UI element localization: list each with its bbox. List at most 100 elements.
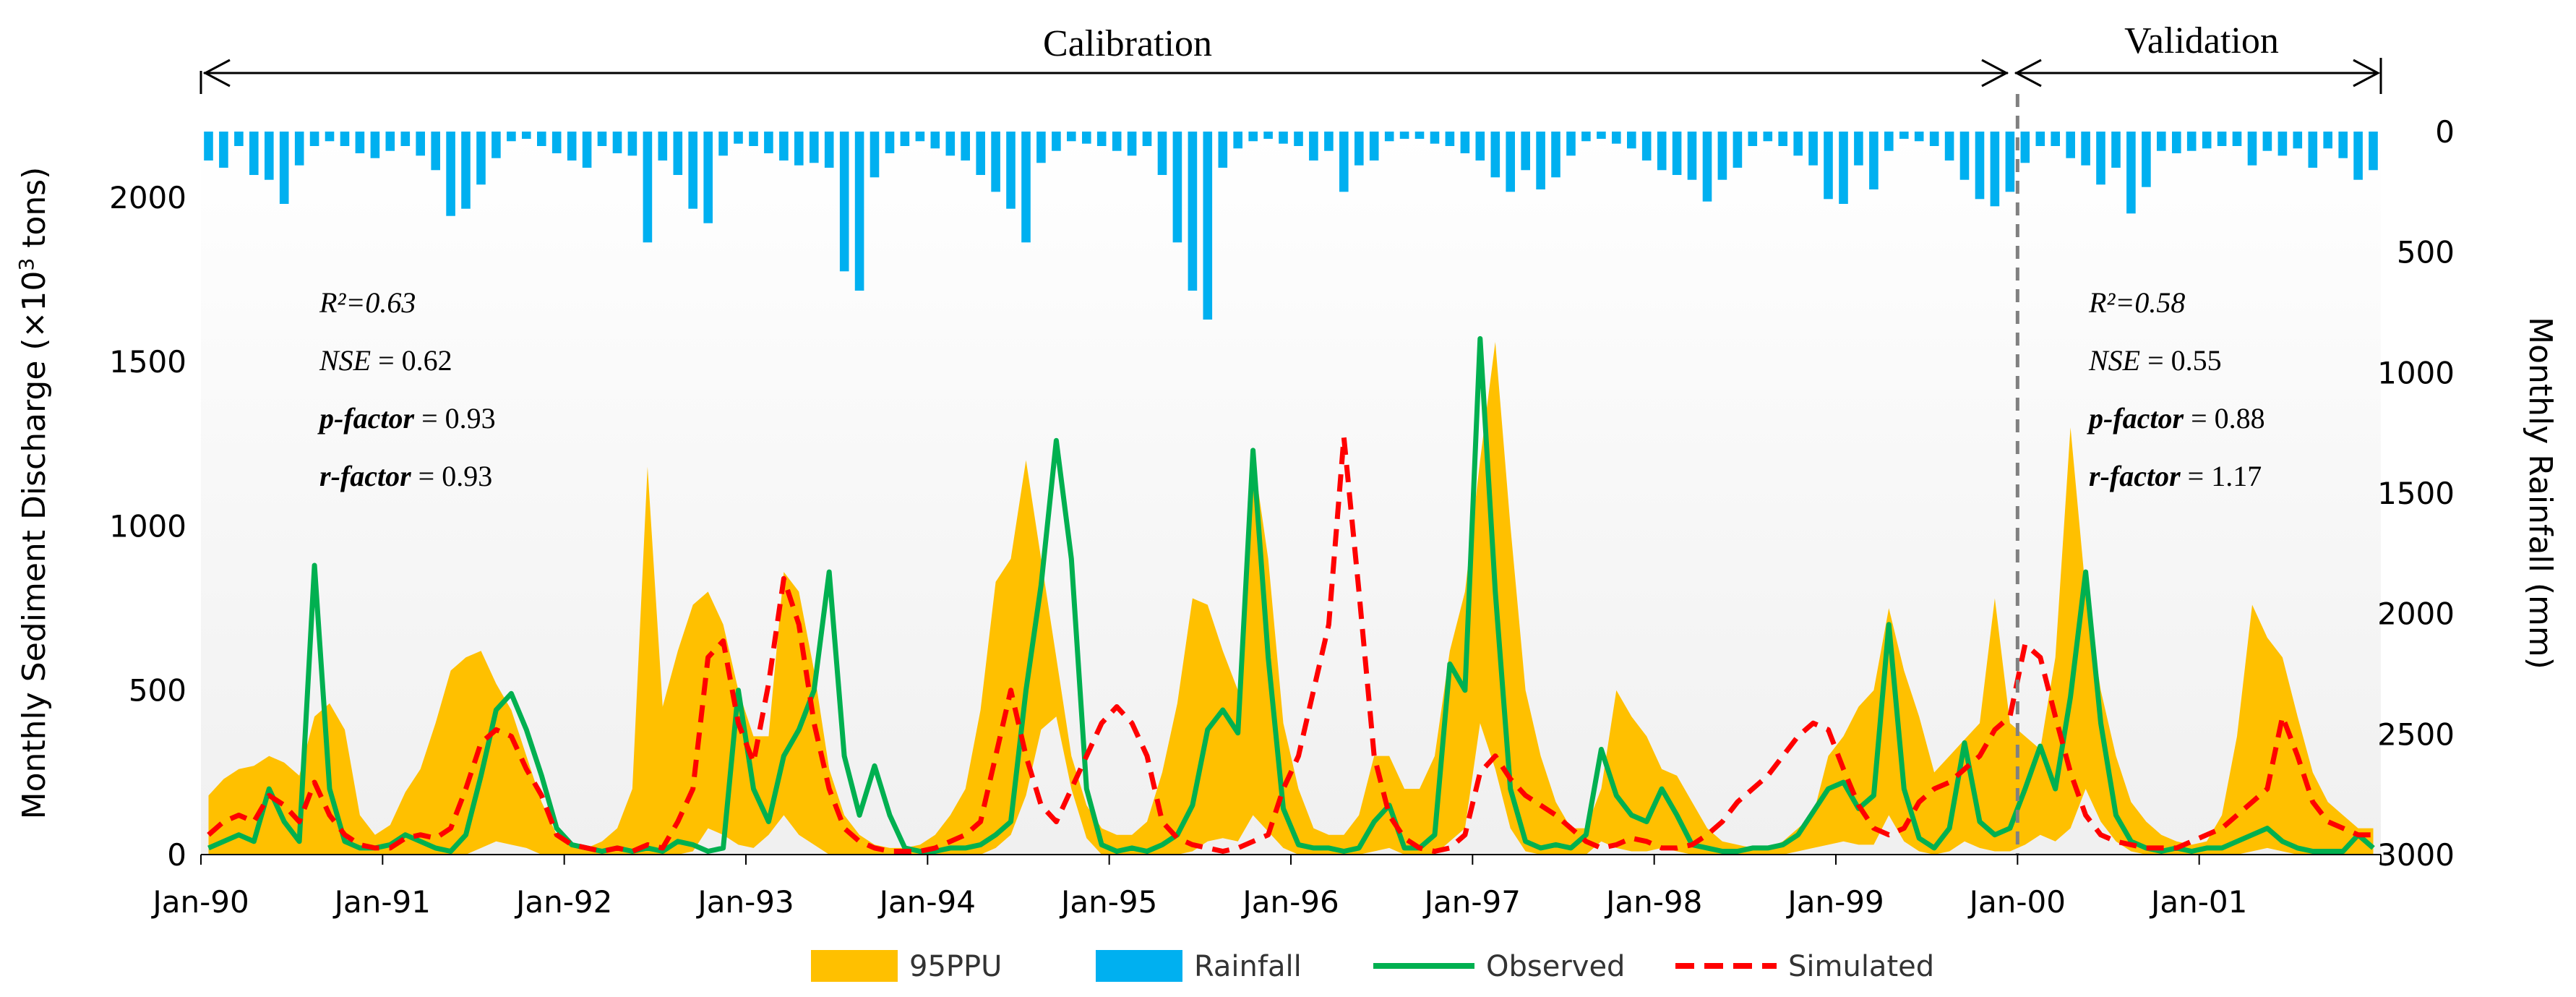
left-tick-label: 1500 (109, 344, 186, 380)
validation-arrow (2014, 58, 2382, 94)
rainfall-bar (824, 132, 834, 168)
rainfall-bar (1733, 132, 1743, 168)
rainfall-bar (1551, 132, 1560, 178)
cal-p-label: p-factor (317, 402, 415, 435)
rainfall-bar (1581, 132, 1591, 142)
rainfall-bar (1142, 132, 1152, 146)
val-rfactor: r-factor = 1.17 (2089, 460, 2262, 492)
rainfall-bar (2020, 132, 2030, 163)
rainfall-bar (1506, 132, 1515, 192)
rainfall-bar (1521, 132, 1530, 171)
rainfall-bar (597, 132, 607, 146)
rainfall-bar (355, 132, 365, 153)
legend-label-observed: Observed (1486, 950, 1625, 983)
rainfall-bar (1566, 132, 1576, 156)
rainfall-bar (2157, 132, 2166, 151)
rainfall-bar (1748, 132, 1758, 146)
cal-p-value: = 0.93 (414, 402, 496, 435)
x-axis-ticks: Jan-90 Jan-91 Jan-92 Jan-93 Jan-94 Jan-95 Jan-… (150, 855, 2382, 920)
cal-nse: NSE = 0.62 (319, 344, 452, 377)
rainfall-bar (567, 132, 577, 161)
x-tick-label: Jan-96 (1240, 884, 1339, 920)
rainfall-bar (1657, 132, 1667, 171)
val-p-label: p-factor (2087, 402, 2184, 435)
rainfall-bar (839, 132, 849, 272)
x-tick-label: Jan-90 (150, 884, 249, 920)
rainfall-bar (1702, 132, 1712, 202)
rainfall-bar (1672, 132, 1682, 175)
rainfall-bar (309, 132, 319, 146)
rainfall-bar (1687, 132, 1697, 180)
right-tick-label: 2000 (2377, 596, 2455, 632)
rainfall-bar (1021, 132, 1031, 243)
rainfall-bar (1369, 132, 1379, 161)
rainfall-bar (688, 132, 697, 209)
x-tick-label: Jan-95 (1059, 884, 1157, 920)
rainfall-bar (1279, 132, 1288, 144)
rainfall-bar (2202, 132, 2212, 149)
rainfall-bar (1929, 132, 1939, 146)
rainfall-bars-layer (204, 132, 2378, 320)
rainfall-bar (658, 132, 668, 161)
rainfall-bar (1399, 132, 1409, 139)
legend-label-ppu: 95PPU (909, 950, 1002, 983)
right-tick-label: 3000 (2377, 837, 2455, 873)
left-tick-label: 500 (129, 673, 186, 709)
cal-pfactor: p-factor = 0.93 (317, 402, 496, 435)
rainfall-bar (749, 132, 758, 146)
val-p-value: = 0.88 (2184, 402, 2265, 435)
rainfall-bar (2142, 132, 2151, 187)
rainfall-bar (810, 132, 819, 163)
rainfall-bar (976, 132, 985, 175)
rainfall-bar (522, 132, 531, 139)
rainfall-bar (1036, 132, 1046, 163)
rainfall-bar (2338, 132, 2348, 158)
rainfall-bar (945, 132, 956, 156)
rainfall-bar (1067, 132, 1076, 142)
x-tick-label: Jan-00 (1967, 884, 2066, 920)
rainfall-bar (2217, 132, 2227, 146)
cal-r2: R²=0.63 (319, 286, 416, 319)
left-tick-label: 2000 (109, 180, 186, 215)
rainfall-bar (2369, 132, 2378, 171)
val-pfactor: p-factor = 0.88 (2087, 402, 2265, 435)
rainfall-bar (1778, 132, 1787, 146)
rainfall-bar (1294, 132, 1303, 146)
rainfall-bar (325, 132, 335, 142)
rainfall-bar (1430, 132, 1440, 144)
x-tick-label: Jan-91 (332, 884, 431, 920)
rainfall-bar (2262, 132, 2272, 151)
calibration-label: Calibration (1043, 23, 1212, 64)
right-tick-label: 500 (2397, 235, 2455, 270)
rainfall-bar (718, 132, 728, 156)
rainfall-bar (1627, 132, 1636, 149)
rainfall-bar (204, 132, 213, 161)
rainfall-bar (703, 132, 713, 223)
val-nse-label: NSE (2088, 344, 2140, 377)
calibration-arrow (199, 59, 2009, 94)
rainfall-bar (294, 132, 304, 166)
rainfall-bar (612, 132, 622, 153)
rainfall-bar (2186, 132, 2197, 151)
validation-label: Validation (2124, 20, 2279, 61)
left-axis-ticks: 0 500 1000 1500 2000 (109, 180, 186, 873)
rainfall-bar (2081, 132, 2090, 166)
rainfall-bar (1944, 132, 1954, 161)
rainfall-bar (779, 132, 789, 161)
calibration-stats: R²=0.63 NSE = 0.62 p-factor = 0.93 r-fac… (317, 286, 496, 492)
rainfall-bar (1854, 132, 1863, 166)
rainfall-bar (1248, 132, 1258, 142)
left-tick-label: 1000 (109, 509, 186, 544)
rainfall-bar (2232, 132, 2242, 146)
simulated-line (207, 435, 2374, 854)
rainfall-bar (2172, 132, 2181, 153)
val-nse-value: = 0.55 (2140, 344, 2222, 377)
left-axis-title-suffix: tons) (16, 167, 53, 258)
rainfall-bar (1218, 132, 1228, 168)
rainfall-bar (1884, 132, 1894, 151)
rainfall-bar (234, 132, 244, 146)
rainfall-bar (1172, 132, 1182, 243)
x-tick-label: Jan-92 (514, 884, 612, 920)
right-tick-label: 1000 (2377, 355, 2455, 390)
